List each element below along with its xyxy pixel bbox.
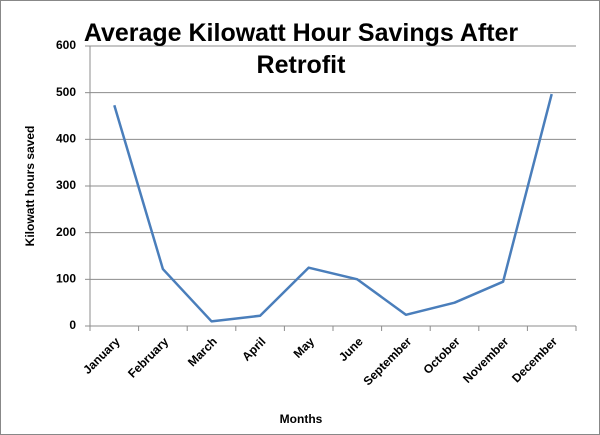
y-tick-label: 300 (56, 178, 76, 192)
x-tick-label: April (239, 334, 268, 363)
x-tick-label: May (291, 334, 318, 361)
x-axis-label: Months (280, 412, 323, 426)
y-tick-label: 0 (69, 318, 76, 332)
chart-title: Average Kilowatt Hour Savings After Retr… (83, 19, 519, 79)
x-tick-label: February (125, 334, 171, 380)
x-tick-label: September (361, 334, 415, 388)
y-tick-label: 400 (56, 132, 76, 146)
y-tick-label: 600 (56, 38, 76, 52)
x-tick-label: October (420, 334, 463, 377)
x-tick-label: March (185, 334, 220, 369)
x-tick-label: November (460, 334, 512, 386)
x-tick-label: January (80, 334, 123, 377)
y-tick-label: 200 (56, 225, 76, 239)
line (113, 93, 553, 323)
y-tick-label: 100 (56, 272, 76, 286)
x-tick-label: June (336, 334, 366, 364)
y-tick-label: 500 (56, 85, 76, 99)
x-tick-label: December (509, 334, 560, 385)
y-axis-label: Kilowatt hours saved (23, 126, 37, 247)
